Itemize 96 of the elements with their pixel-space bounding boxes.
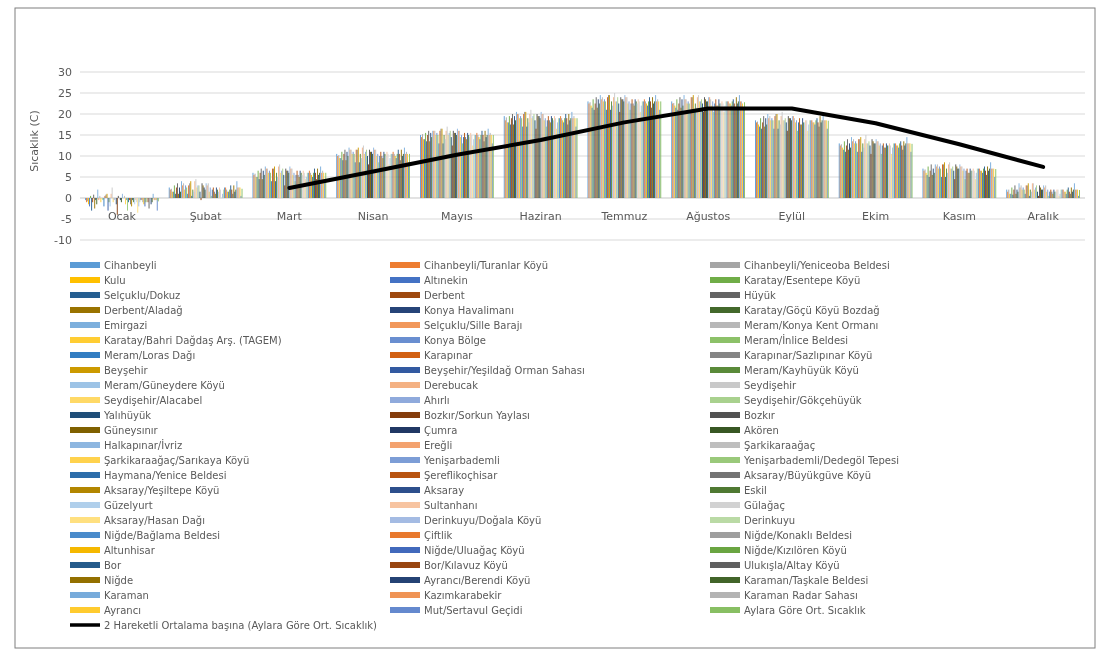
x-tick-label: Ekim (862, 210, 890, 223)
legend-label: Seydişehir/Alacabel (104, 394, 203, 406)
legend-label: Karatay/Bahri Dağdaş Arş. (TAGEM) (104, 334, 282, 346)
legend-label: Derbent (424, 289, 465, 301)
legend-label: Gülağaç (744, 499, 785, 511)
y-tick-label: 15 (58, 128, 72, 142)
legend-label: Aksaray/Büyükgüve Köyü (744, 469, 872, 481)
x-tick-label: Ocak (107, 210, 137, 223)
legend-label: Seydişehir/Gökçehüyük (744, 394, 862, 406)
legend-label: Yenişarbademli (423, 454, 500, 466)
legend-label: Meram/Konya Kent Ormanı (744, 319, 879, 331)
legend-label: Haymana/Yenice Beldesi (104, 469, 227, 481)
legend-label: Altınekin (424, 274, 468, 286)
x-tick-label: Şubat (189, 210, 223, 223)
legend-label: Şarkikaraağaç (744, 439, 816, 451)
x-tick-label: Ağustos (686, 210, 731, 223)
legend-label: Yenişarbademli/Dedegöl Tepesi (743, 454, 899, 466)
x-tick-label: Mayıs (441, 210, 473, 223)
y-tick-label: 20 (58, 107, 72, 121)
x-tick-label: Eylül (778, 210, 806, 223)
y-tick-label: 0 (65, 191, 72, 205)
y-tick-label: -10 (54, 233, 72, 247)
x-tick-label: Kasım (942, 210, 977, 223)
legend-label: Bor/Kılavuz Köyü (424, 559, 508, 571)
legend-label: Şarkikaraağaç/Sarıkaya Köyü (104, 454, 250, 466)
legend-label: Kazımkarabekir (424, 589, 503, 601)
legend-label: Çiftlik (424, 529, 453, 541)
legend-label: Altunhisar (104, 544, 156, 556)
legend-label: Meram/Loras Dağı (104, 349, 196, 361)
legend-label: Karapınar (424, 349, 474, 361)
legend-label: Niğde/Uluağaç Köyü (424, 544, 525, 556)
legend-label: Cihanbeyli/Turanlar Köyü (424, 259, 549, 271)
y-tick-label: 25 (58, 86, 72, 100)
legend-label: Aylara Göre Ort. Sıcaklık (744, 604, 866, 616)
legend-label: Meram/Kayhüyük Köyü (744, 364, 859, 376)
legend-label: Çumra (424, 424, 458, 436)
legend-label: Derinkuyu/Doğala Köyü (424, 514, 542, 526)
legend-label: Mut/Sertavul Geçidi (424, 604, 523, 616)
legend-label: Akören (744, 424, 779, 436)
legend-label: Ereğli (424, 439, 453, 451)
x-tick-label: Nisan (357, 210, 389, 223)
legend-label: Eskil (744, 484, 767, 496)
legend-label: Şereflikoçhisar (424, 469, 499, 481)
legend-label: Niğde/Konaklı Beldesi (744, 529, 852, 541)
legend-label: 2 Hareketli Ortalama başına (Aylara Göre Ort. Sıcaklık) (104, 619, 378, 631)
line-series (287, 106, 1046, 190)
legend-label: Karaman/Taşkale Beldesi (744, 574, 869, 586)
legend-label: Meram/İnlice Beldesi (744, 333, 849, 346)
legend-label: Cihanbeyli/Yeniceoba Beldesi (744, 259, 890, 271)
x-tick-label: Haziran (519, 210, 562, 223)
x-tick-label: Mart (276, 210, 303, 223)
legend-label: Karaman (104, 589, 149, 601)
legend-label: Niğde/Bağlama Beldesi (104, 529, 221, 541)
legend-label: Aksaray/Yeşiltepe Köyü (104, 484, 220, 496)
legend-label: Güneysınır (104, 424, 159, 436)
legend-label: Yalıhüyük (103, 409, 152, 421)
legend-label: Bor (104, 559, 122, 571)
legend-label: Ahırlı (424, 394, 450, 406)
legend-label: Hüyük (744, 289, 777, 301)
legend-label: Emirgazi (104, 319, 148, 331)
x-tick-label: Temmuz (600, 210, 648, 223)
legend-label: Konya Bölge (424, 334, 486, 346)
legend-label: Seydişehir (744, 379, 798, 391)
legend-label: Karatay/Göçü Köyü Bozdağ (744, 304, 880, 316)
legend-label: Aksaray (424, 484, 465, 496)
legend-label: Güzelyurt (104, 499, 153, 511)
legend-label: Ayrancı/Berendi Köyü (424, 574, 531, 586)
legend-label: Selçuklu/Sille Barajı (424, 319, 523, 331)
legend-label: Konya Havalimanı (424, 304, 514, 316)
legend-label: Beyşehir (104, 364, 149, 376)
legend-label: Karatay/Esentepe Köyü (744, 274, 861, 286)
legend-label: Ayrancı (104, 604, 141, 616)
legend-label: Aksaray/Hasan Dağı (104, 514, 205, 526)
legend-label: Karaman Radar Sahası (744, 589, 858, 601)
legend-label: Bozkır (744, 409, 776, 421)
legend-label: Derbent/Aladağ (104, 304, 183, 316)
legend-label: Niğde/Kızılören Köyü (744, 544, 847, 556)
y-tick-label: -5 (61, 212, 72, 226)
legend-label: Beyşehir/Yeşildağ Orman Sahası (424, 364, 585, 376)
legend-label: Meram/Güneydere Köyü (104, 379, 225, 391)
legend-label: Sultanhanı (424, 499, 478, 511)
legend-label: Bozkır/Sorkun Yaylası (424, 409, 530, 421)
legend-label: Niğde (104, 574, 134, 586)
y-tick-label: 30 (58, 65, 72, 79)
legend-label: Cihanbeyli (104, 259, 157, 271)
legend-label: Karapınar/Sazlıpınar Köyü (744, 349, 873, 361)
legend-label: Derebucak (424, 379, 479, 391)
y-tick-label: 10 (58, 149, 72, 163)
x-tick-label: Aralık (1027, 210, 1060, 223)
legend-label: Halkapınar/İvriz (104, 438, 183, 451)
legend-label: Kulu (104, 274, 126, 286)
y-tick-label: 5 (65, 170, 72, 184)
y-axis-title: Sıcaklık (C) (28, 110, 41, 172)
legend-label: Ulukışla/Altay Köyü (744, 559, 840, 571)
legend-label: Derinkuyu (744, 514, 796, 526)
legend-label: Selçuklu/Dokuz (104, 289, 181, 301)
